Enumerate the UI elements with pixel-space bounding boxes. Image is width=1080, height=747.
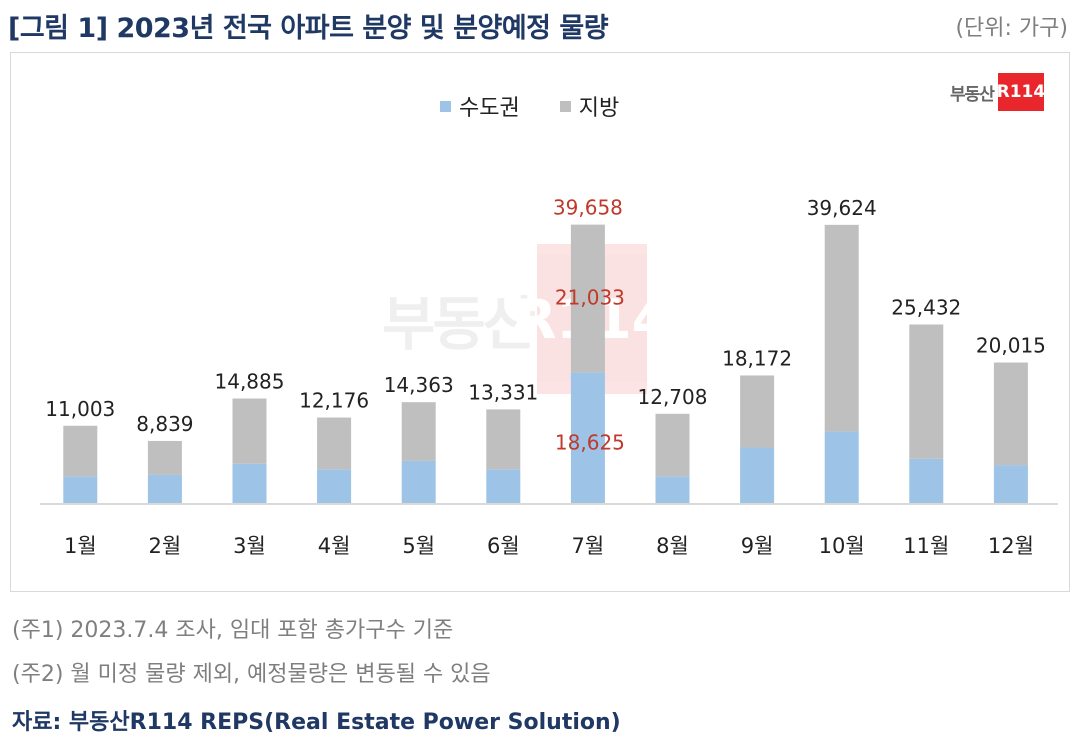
legend-swatch-regional — [559, 100, 571, 112]
bar-regional-6 — [486, 409, 521, 470]
bar-regional-5 — [401, 402, 436, 461]
x-tick-label-7: 7월 — [572, 534, 605, 558]
legend-item-regional: 지방 — [559, 90, 620, 122]
bar-regional-1 — [63, 425, 98, 477]
x-tick-label-6: 6월 — [487, 534, 520, 558]
r114-logo: 부동산 R114 — [950, 73, 1045, 111]
highlight-capital-label: 18,625 — [555, 431, 625, 455]
bar-capital-4 — [317, 469, 352, 503]
total-label-9: 18,172 — [722, 346, 792, 370]
x-tick-label-10: 10월 — [819, 534, 865, 558]
total-label-10: 39,624 — [807, 196, 877, 220]
x-tick-label-8: 8월 — [656, 534, 689, 558]
legend-label-regional: 지방 — [578, 96, 620, 121]
bar-capital-11 — [909, 458, 944, 503]
legend-item-capital: 수도권 — [440, 90, 520, 122]
total-label-12: 20,015 — [976, 334, 1046, 358]
chart-title: [그림 1] 2023년 전국 아파트 분양 및 분양예정 물량 — [8, 13, 609, 44]
source-label: 자료: 부동산R114 REPS(Real Estate Power Solut… — [12, 710, 621, 735]
chart-frame — [10, 52, 1070, 592]
note-1: (주1) 2023.7.4 조사, 임대 포함 총가구수 기준 — [12, 618, 454, 643]
bar-regional-11 — [909, 324, 944, 459]
x-tick-label-3: 3월 — [233, 534, 266, 558]
total-label-4: 12,176 — [299, 389, 369, 413]
bar-chart: 11,003 1월 8,839 2월 14,885 3월 12,176 4월 14,363 5월 1… — [40, 196, 1058, 558]
x-tick-label-5: 5월 — [402, 534, 435, 558]
bar-capital-8 — [655, 476, 690, 503]
bar-capital-7 — [570, 372, 605, 503]
note-2: (주2) 월 미정 물량 제외, 예정물량은 변동될 수 있음 — [12, 662, 491, 687]
highlight-regional-label: 21,033 — [555, 285, 625, 309]
total-label-7: 39,658 — [553, 196, 623, 220]
bar-regional-10 — [824, 224, 859, 432]
bar-capital-5 — [401, 460, 436, 503]
legend-swatch-capital — [440, 100, 451, 112]
x-tick-label-9: 9월 — [741, 534, 774, 558]
x-tick-label-12: 12월 — [988, 534, 1034, 558]
bar-regional-12 — [993, 362, 1028, 466]
x-tick-label-1: 1월 — [64, 534, 97, 558]
total-label-6: 13,331 — [468, 380, 538, 404]
bar-capital-3 — [232, 463, 267, 503]
bar-capital-2 — [147, 474, 182, 503]
x-tick-label-2: 2월 — [149, 534, 182, 558]
bar-capital-9 — [740, 447, 775, 503]
total-label-2: 8,839 — [136, 412, 193, 436]
bar-capital-12 — [993, 465, 1028, 503]
unit-label: (단위: 가구) — [955, 16, 1068, 41]
bar-capital-1 — [63, 476, 98, 503]
x-tick-label-4: 4월 — [318, 534, 351, 558]
bar-regional-8 — [655, 413, 690, 477]
logo-box: R114 — [997, 73, 1045, 111]
total-label-5: 14,363 — [384, 373, 454, 397]
bar-regional-9 — [740, 375, 775, 448]
total-label-11: 25,432 — [891, 295, 961, 319]
bar-capital-10 — [824, 431, 859, 503]
bar-regional-3 — [232, 398, 267, 464]
total-label-3: 14,885 — [215, 370, 285, 394]
bar-regional-2 — [147, 440, 182, 475]
bar-regional-7 — [570, 224, 605, 373]
logo-text: 부동산 — [950, 84, 995, 105]
x-tick-label-11: 11월 — [903, 534, 949, 558]
bar-regional-4 — [317, 417, 352, 470]
legend-label-capital: 수도권 — [459, 96, 520, 121]
total-label-1: 11,003 — [45, 397, 115, 421]
chart-legend: 수도권 지방 — [440, 90, 619, 122]
bar-capital-6 — [486, 469, 521, 503]
total-label-8: 12,708 — [638, 385, 708, 409]
